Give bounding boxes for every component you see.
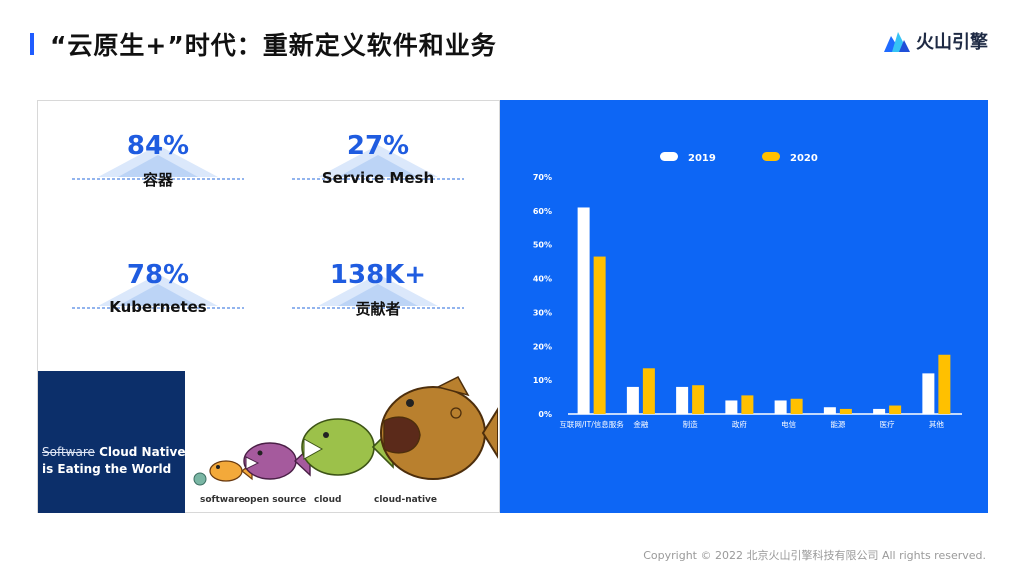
y-tick-label: 70% xyxy=(533,173,552,182)
bar-2020 xyxy=(938,354,951,414)
brand-logo[interactable]: 火山引擎 xyxy=(884,28,988,54)
bar-2019 xyxy=(626,386,639,414)
volcano-mountain-logo-icon xyxy=(884,32,910,52)
stat-pedestal-icon xyxy=(292,274,464,309)
industry-chart-panel: 0% 10% 20% 30% 40% 50% 60% 70% 互联网/IT/信息服务 金融 制造 政府… xyxy=(500,100,988,513)
y-tick-label: 10% xyxy=(533,376,552,385)
y-tick-label: 60% xyxy=(533,207,552,216)
fish-label-open-source: open source xyxy=(244,495,307,505)
x-tick-label: 其他 xyxy=(929,419,944,429)
book-cover: Software Cloud Native is Eating the Worl… xyxy=(38,371,186,513)
x-tick-label: 互联网/IT/信息服务 xyxy=(559,419,624,429)
bar-2019 xyxy=(922,373,935,414)
y-tick-label: 20% xyxy=(533,342,552,351)
y-tick-label: 30% xyxy=(533,308,552,317)
legend-swatch xyxy=(660,152,678,161)
stat-label: Service Mesh xyxy=(321,169,435,187)
title-accent-bar xyxy=(30,33,34,55)
bar-2020 xyxy=(741,395,754,414)
stat-contributors: 138K+ 贡献者 xyxy=(288,260,468,319)
page-title: “云原生+”时代：重新定义软件和业务 xyxy=(50,31,497,60)
fish-illustration: software open source cloud cloud-native xyxy=(188,373,499,513)
brand-name: 火山引擎 xyxy=(916,32,988,53)
stat-pedestal-icon xyxy=(292,145,464,180)
legend-label: 2019 xyxy=(688,153,716,164)
book-title-rest: Cloud Native xyxy=(94,445,186,459)
stat-value: 27% xyxy=(346,131,410,161)
stat-pedestal-icon xyxy=(72,145,244,180)
bar-2019 xyxy=(873,408,886,414)
industry-bar-chart: 0% 10% 20% 30% 40% 50% 60% 70% 互联网/IT/信息服务 金融 制造 政府… xyxy=(533,152,962,429)
x-tick-label: 电信 xyxy=(781,419,796,429)
stat-value: 84% xyxy=(126,131,190,161)
x-tick-label: 政府 xyxy=(732,419,747,429)
book-title-strike: Software xyxy=(42,445,95,459)
fish-eating-icon xyxy=(193,376,499,486)
y-tick-label: 40% xyxy=(533,275,552,284)
bar-2020 xyxy=(839,408,852,414)
fish-label-cloud-native: cloud-native xyxy=(374,495,438,505)
y-tick-label: 0% xyxy=(538,410,552,419)
bar-2020 xyxy=(692,385,705,414)
stat-label: Kubernetes xyxy=(109,298,207,316)
bar-2020 xyxy=(593,256,606,414)
stat-kubernetes: 78% Kubernetes xyxy=(68,260,248,316)
fish-label-software: software xyxy=(200,495,245,505)
legend-label: 2020 xyxy=(790,153,818,164)
x-tick-label: 制造 xyxy=(683,419,698,429)
x-tick-label: 金融 xyxy=(633,419,648,429)
bar-2019 xyxy=(676,386,689,414)
stat-pedestal-icon xyxy=(72,274,244,309)
x-tick-label: 医疗 xyxy=(880,419,895,429)
stats-panel: 84% 容器 27% Service Mesh 78% Kubernetes xyxy=(37,100,500,513)
bar-2020 xyxy=(642,368,655,414)
stat-value: 138K+ xyxy=(329,260,427,290)
bar-2020 xyxy=(790,398,803,414)
bar-2019 xyxy=(725,400,738,414)
stat-label: 贡献者 xyxy=(355,300,401,318)
book-title-line1: Software Cloud Native xyxy=(42,445,186,459)
bar-2020 xyxy=(889,405,902,414)
x-tick-label: 能源 xyxy=(830,419,845,429)
fish-label-cloud: cloud xyxy=(314,495,342,505)
stat-service-mesh: 27% Service Mesh xyxy=(288,131,468,187)
bar-2019 xyxy=(823,407,836,414)
bar-2019 xyxy=(577,207,590,414)
book-title-line2: is Eating the World xyxy=(42,462,172,476)
legend-swatch xyxy=(762,152,780,161)
y-tick-label: 50% xyxy=(533,241,552,250)
stat-label: 容器 xyxy=(142,171,173,189)
stat-containers: 84% 容器 xyxy=(68,131,248,190)
footer-copyright: Copyright © 2022 北京火山引擎科技有限公司 All rights… xyxy=(643,549,986,562)
stat-value: 78% xyxy=(126,260,190,290)
bar-2019 xyxy=(774,400,787,414)
